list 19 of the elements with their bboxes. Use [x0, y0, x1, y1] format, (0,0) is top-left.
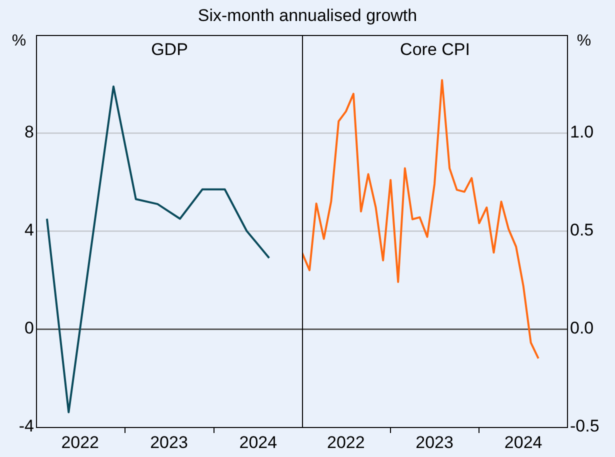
y-tick-label: 4: [24, 220, 34, 240]
chart-title: GDP: [151, 40, 188, 60]
y-axis-title: %: [12, 32, 26, 50]
x-tick-label: 2024: [239, 432, 278, 452]
x-tick-label: 2022: [61, 432, 100, 452]
chart-subtitle: Six-month annualised growth: [196, 6, 418, 26]
y-tick-label: 0.5: [570, 220, 594, 240]
y-tick-label: 8: [24, 122, 34, 142]
y-tick-label: -0.5: [570, 416, 600, 436]
x-tick-label: 2023: [150, 432, 188, 452]
x-tick-label: 2024: [504, 432, 542, 452]
y-tick-label: 1.0: [570, 122, 594, 142]
x-tick-label: 2023: [416, 432, 454, 452]
y-axis-title: %: [576, 32, 592, 50]
x-tick-label: 2022: [327, 432, 365, 452]
y-tick-label: -4: [18, 416, 34, 436]
chart-title: Core CPI: [400, 40, 470, 60]
y-tick-label: 0.0: [570, 318, 594, 338]
y-tick-label: 0: [24, 318, 34, 338]
